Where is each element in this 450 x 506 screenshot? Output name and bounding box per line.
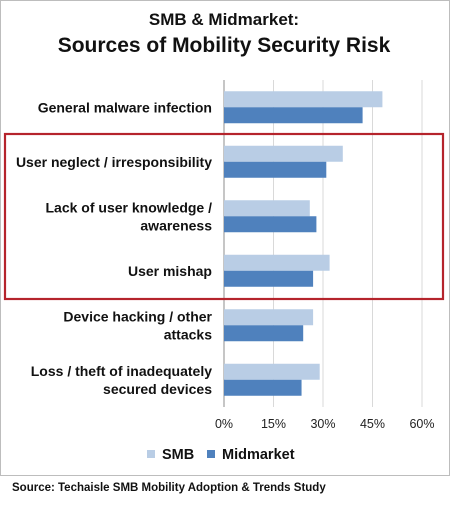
bar-midmarket-4	[224, 325, 304, 342]
x-tick-label: 45%	[360, 417, 385, 431]
x-tick-label: 0%	[215, 417, 233, 431]
x-tick-label: 15%	[261, 417, 286, 431]
bar-smb-5	[224, 363, 320, 380]
category-label: awareness	[140, 217, 212, 233]
bar-chart: 0% 15% 30% 45% 60% General malware infection U…	[3, 80, 445, 463]
bar-smb-1	[224, 145, 343, 162]
legend-swatch-midmarket	[207, 450, 215, 458]
category-label: Lack of user knowledge /	[46, 199, 213, 215]
category-label: User neglect / irresponsibility	[16, 154, 212, 170]
x-tick-label: 60%	[409, 417, 434, 431]
chart-subtitle: Sources of Mobility Security Risk	[57, 34, 391, 57]
bar-midmarket-5	[224, 379, 302, 396]
bar-smb-0	[224, 91, 383, 108]
legend-swatch-smb	[147, 450, 155, 458]
bar-smb-3	[224, 254, 330, 271]
x-tick-label: 30%	[310, 417, 335, 431]
chart-frame	[0, 0, 450, 476]
category-label: Device hacking / other	[63, 308, 212, 324]
category-label: General malware infection	[38, 99, 212, 115]
legend-label-smb: SMB	[162, 447, 194, 463]
category-label: Loss / theft of inadequately	[31, 363, 212, 379]
highlight-box	[3, 132, 445, 301]
source-note: Source: Techaisle SMB Mobility Adoption …	[12, 482, 326, 494]
bar-midmarket-1	[224, 161, 327, 178]
bar-midmarket-3	[224, 270, 314, 287]
bar-smb-4	[224, 309, 314, 326]
category-label: User mishap	[128, 263, 212, 279]
category-label: attacks	[164, 326, 212, 342]
chart-title: SMB & Midmarket:	[148, 10, 300, 29]
bar-midmarket-0	[224, 107, 363, 124]
bar-smb-2	[224, 200, 310, 217]
category-label: secured devices	[103, 381, 212, 397]
legend-label-midmarket: Midmarket	[222, 447, 295, 463]
bar-midmarket-2	[224, 216, 317, 233]
